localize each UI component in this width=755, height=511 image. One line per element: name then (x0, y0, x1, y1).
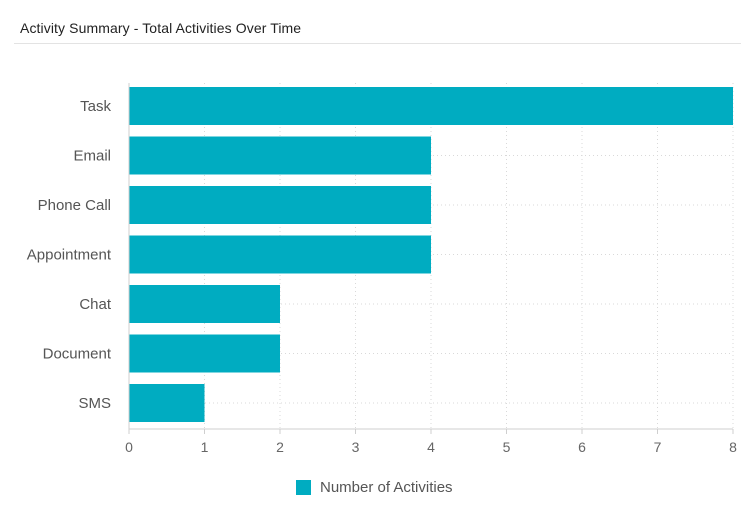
legend-swatch (296, 480, 311, 495)
category-labels: Task Email Phone Call Appointment Chat Docume… (27, 98, 112, 412)
bar-email (129, 136, 431, 175)
panel-title: Activity Summary - Total Activities Over… (20, 20, 302, 36)
bar-document (129, 334, 280, 373)
chart-bars (129, 87, 733, 422)
x-tick-label: 4 (427, 439, 435, 455)
category-label: Document (43, 346, 112, 363)
x-tick-labels: 0 1 2 3 4 5 6 7 8 (125, 439, 737, 455)
category-label: SMS (78, 395, 111, 412)
x-tick-label: 5 (503, 439, 511, 455)
bar-appointment (129, 235, 431, 274)
chart-legend[interactable]: Number of Activities (296, 479, 453, 496)
x-tick-label: 6 (578, 439, 586, 455)
category-label: Appointment (27, 247, 112, 264)
x-tick-label: 1 (201, 439, 209, 455)
category-label: Email (73, 148, 111, 165)
bar-phone-call (129, 186, 431, 224)
x-tick-label: 8 (729, 439, 737, 455)
x-tick-label: 7 (654, 439, 662, 455)
category-label: Task (80, 98, 111, 115)
bar-sms (129, 384, 205, 422)
bar-chart: Task Email Phone Call Appointment Chat Docume… (27, 83, 737, 455)
bar-chat (129, 285, 280, 323)
x-tick-label: 2 (276, 439, 284, 455)
x-tick-label: 3 (352, 439, 360, 455)
x-tick-label: 0 (125, 439, 133, 455)
category-label: Phone Call (38, 197, 111, 214)
title-divider (14, 43, 741, 44)
chart-axes (128, 83, 734, 434)
legend-label: Number of Activities (320, 479, 453, 496)
bar-task (129, 87, 733, 125)
category-label: Chat (79, 296, 112, 313)
